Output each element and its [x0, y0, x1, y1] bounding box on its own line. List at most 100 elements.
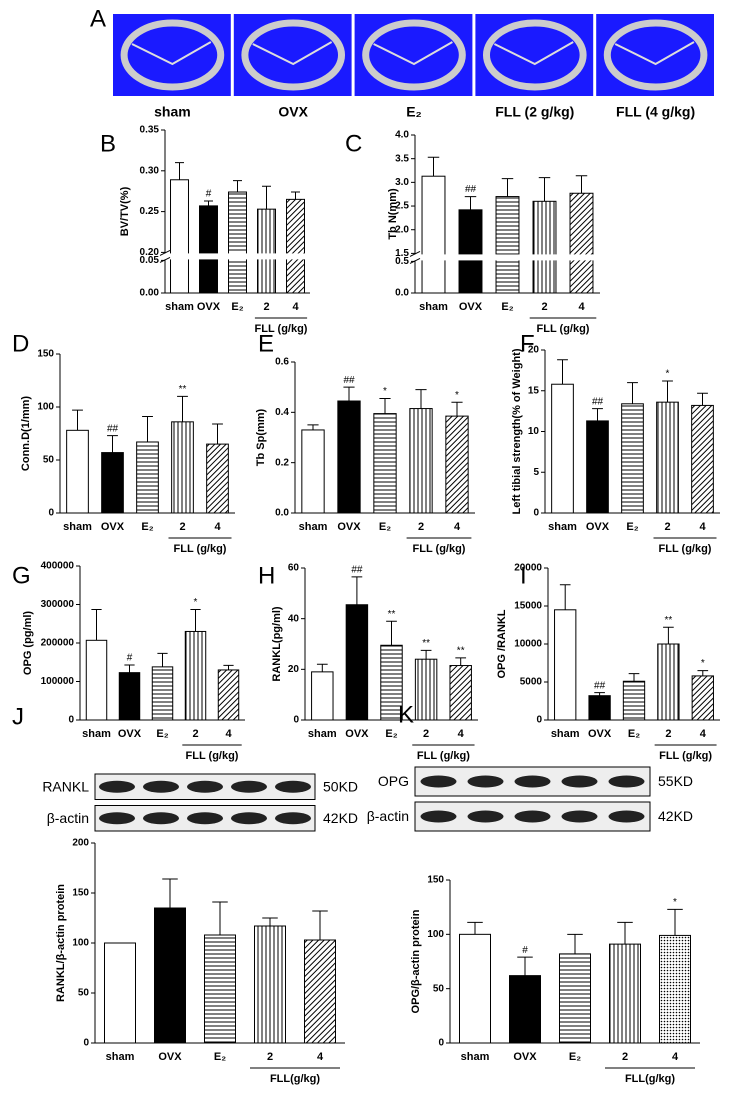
significance-mark: ##: [592, 396, 604, 407]
bar: [154, 907, 186, 1044]
y-tick-label: 200: [72, 838, 89, 849]
error-bar: [451, 401, 463, 417]
x-tick-label: OVX: [588, 728, 612, 740]
x-tick-label: 4: [672, 1051, 679, 1063]
bar: [204, 934, 236, 1044]
bone-section: [482, 19, 587, 91]
error-bar: [594, 692, 605, 696]
group-label: FLL (g/kg): [417, 750, 470, 762]
error-bar: [190, 609, 201, 632]
error-bar: [464, 196, 477, 210]
error-bar: [628, 673, 640, 682]
significance-mark: #: [206, 189, 212, 200]
x-tick-label: OVX: [197, 301, 221, 313]
x-tick-label: sham: [308, 728, 337, 740]
x-tick-label: E₂: [141, 521, 153, 533]
error-bar: [567, 933, 583, 954]
y-tick-label: 100: [72, 938, 89, 949]
error-bar: [592, 408, 603, 421]
y-tick-label: 0.4: [275, 407, 289, 418]
significance-mark: ##: [594, 680, 606, 691]
micro-ct-image: [475, 14, 594, 96]
image-label: sham: [154, 104, 191, 120]
x-tick-label: 2: [263, 301, 269, 313]
image-label: FLL (4 g/kg): [616, 104, 695, 120]
group-label: FLL (g/kg): [537, 323, 590, 335]
error-bar: [557, 359, 568, 385]
x-tick-label: OVX: [345, 728, 369, 740]
x-tick-label: 4: [700, 728, 707, 740]
x-tick-label: E₂: [214, 1051, 226, 1063]
y-tick-label: 0.0: [275, 508, 289, 519]
blot-band: [99, 780, 135, 793]
error-bar: [697, 392, 708, 406]
blot-band: [561, 810, 598, 823]
blot-row-label: RANKL: [42, 778, 89, 794]
error-bar: [212, 901, 228, 935]
x-tick-label: sham: [299, 521, 328, 533]
significance-mark: *: [673, 897, 677, 908]
y-tick-label: 2.5: [395, 201, 409, 212]
y-tick-label: 1.5: [395, 248, 409, 259]
x-tick-label: OVX: [158, 1051, 182, 1063]
blot-band: [514, 810, 551, 823]
y-tick-label: 0.2: [275, 457, 289, 468]
error-bar: [575, 175, 588, 194]
panel-label: E: [258, 330, 274, 357]
panel-label: K: [398, 701, 414, 728]
x-tick-label: OVX: [586, 521, 610, 533]
y-tick-label: 0.6: [275, 357, 289, 368]
error-bar: [415, 389, 427, 409]
bar: [337, 400, 361, 514]
axis-break-gap: [409, 254, 600, 261]
x-tick-label: 4: [225, 728, 232, 740]
bar: [559, 953, 591, 1044]
bar: [445, 415, 469, 514]
panel-label: H: [258, 562, 275, 589]
bar: [609, 943, 641, 1044]
x-tick-label: 4: [292, 301, 299, 313]
trabecula: [252, 41, 333, 66]
error-bar: [427, 156, 440, 177]
image-label: OVX: [278, 104, 308, 120]
y-tick-label: 0.0: [395, 288, 409, 299]
x-tick-label: sham: [82, 728, 111, 740]
error-bar: [124, 664, 135, 673]
x-tick-label: 2: [622, 1051, 628, 1063]
blot-band: [275, 780, 311, 793]
y-tick-label: 0: [438, 1038, 444, 1049]
bar: [509, 975, 541, 1044]
significance-mark: **: [388, 609, 396, 620]
significance-mark: #: [127, 653, 133, 664]
bar: [659, 934, 691, 1044]
y-tick-label: 0: [536, 715, 542, 726]
significance-mark: **: [422, 638, 430, 649]
trabecula: [131, 41, 212, 66]
error-bar: [627, 382, 638, 404]
error-bar: [386, 620, 397, 646]
bone-section: [241, 19, 346, 91]
trabecula: [493, 41, 574, 66]
blot-band: [561, 775, 598, 788]
y-tick-label: 150: [72, 888, 89, 899]
error-bar: [617, 921, 633, 945]
y-tick-label: 0: [533, 508, 539, 519]
error-bar: [175, 162, 184, 180]
bar: [421, 175, 446, 294]
x-tick-label: E₂: [501, 301, 513, 313]
x-tick-label: 2: [418, 521, 424, 533]
blot-band: [143, 780, 179, 793]
blot-size-label: 50KD: [323, 778, 358, 794]
blot-band: [231, 812, 267, 825]
blot-band: [467, 810, 504, 823]
x-tick-label: sham: [165, 301, 194, 313]
group-label: FLL(g/kg): [270, 1073, 320, 1085]
x-tick-label: 2: [423, 728, 429, 740]
x-tick-label: OVX: [101, 521, 125, 533]
blot-band: [514, 775, 551, 788]
bar: [301, 429, 325, 514]
y-tick-label: 0: [83, 1038, 89, 1049]
axis-break-mark: [409, 250, 421, 264]
y-tick-label: 10: [528, 426, 540, 437]
bar: [199, 205, 218, 294]
